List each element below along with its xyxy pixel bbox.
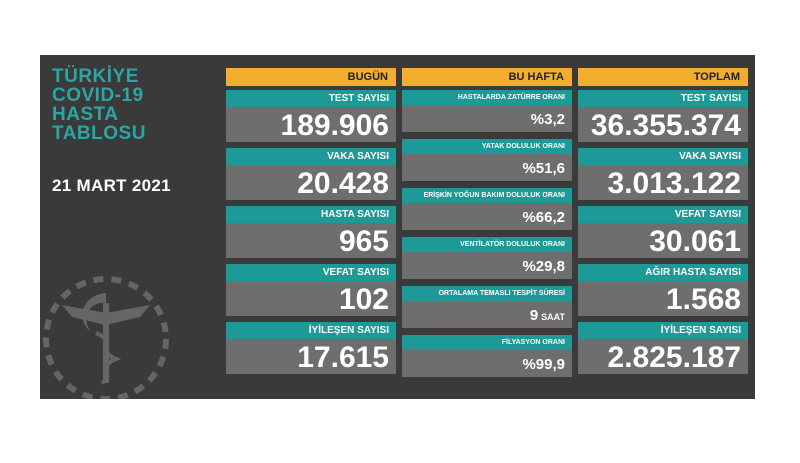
- week-filiation-card: FİLYASYON ORANI %99,9: [402, 335, 572, 377]
- total-death-card: VEFAT SAYISI 30.061: [578, 206, 748, 258]
- card-value: 189.906: [226, 107, 396, 142]
- card-label: TEST SAYISI: [226, 90, 396, 107]
- card-label: İYİLEŞEN SAYISI: [226, 322, 396, 339]
- card-label: VAKA SAYISI: [226, 148, 396, 165]
- card-value-number: 9: [529, 307, 539, 324]
- card-value: %3,2: [402, 105, 572, 132]
- card-label: ORTALAMA TEMASLI TESPİT SÜRESİ: [402, 286, 572, 301]
- title-line: TABLOSU: [52, 123, 146, 144]
- card-value: 2.825.187: [578, 339, 748, 374]
- column-header-week: BU HAFTA: [402, 68, 572, 86]
- health-ministry-emblem-icon: [43, 276, 169, 399]
- card-value: 9 SAAT: [402, 301, 572, 328]
- total-recovered-card: İYİLEŞEN SAYISI 2.825.187: [578, 322, 748, 374]
- card-value-unit: SAAT: [541, 312, 565, 322]
- week-pneumonia-card: HASTALARDA ZATÜRRE ORANI %3,2: [402, 90, 572, 132]
- week-ventilator-card: VENTİLATÖR DOLULUK ORANI %29,8: [402, 237, 572, 279]
- today-death-card: VEFAT SAYISI 102: [226, 264, 396, 316]
- card-label: ERİŞKİN YOĞUN BAKIM DOLULUK ORANI: [402, 188, 572, 203]
- page-title: TÜRKİYE COVID-19 HASTA TABLOSU: [52, 67, 146, 143]
- title-line: TÜRKİYE: [52, 66, 139, 87]
- card-value: %51,6: [402, 154, 572, 181]
- card-label: İYİLEŞEN SAYISI: [578, 322, 748, 339]
- today-recovered-card: İYİLEŞEN SAYISI 17.615: [226, 322, 396, 374]
- column-header-today: BUGÜN: [226, 68, 396, 86]
- card-value: 965: [226, 223, 396, 258]
- card-value: 1.568: [578, 281, 748, 316]
- total-case-card: VAKA SAYISI 3.013.122: [578, 148, 748, 200]
- card-label: VEFAT SAYISI: [226, 264, 396, 281]
- report-date: 21 MART 2021: [52, 176, 171, 195]
- week-contact-card: ORTALAMA TEMASLI TESPİT SÜRESİ 9 SAAT: [402, 286, 572, 328]
- column-header-total: TOPLAM: [578, 68, 748, 86]
- card-label: FİLYASYON ORANI: [402, 335, 572, 350]
- card-label: HASTA SAYISI: [226, 206, 396, 223]
- card-value: 30.061: [578, 223, 748, 258]
- today-case-card: VAKA SAYISI 20.428: [226, 148, 396, 200]
- week-bed-card: YATAK DOLULUK ORANI %51,6: [402, 139, 572, 181]
- card-value: 17.615: [226, 339, 396, 374]
- card-value: 3.013.122: [578, 165, 748, 200]
- total-critical-card: AĞIR HASTA SAYISI 1.568: [578, 264, 748, 316]
- card-label: YATAK DOLULUK ORANI: [402, 139, 572, 154]
- title-line: HASTA: [52, 104, 119, 125]
- card-label: AĞIR HASTA SAYISI: [578, 264, 748, 281]
- card-value: %29,8: [402, 252, 572, 279]
- card-value: 36.355.374: [578, 107, 748, 142]
- title-line: COVID-19: [52, 85, 144, 106]
- card-label: VENTİLATÖR DOLULUK ORANI: [402, 237, 572, 252]
- card-value: %99,9: [402, 350, 572, 377]
- card-label: TEST SAYISI: [578, 90, 748, 107]
- card-label: VAKA SAYISI: [578, 148, 748, 165]
- today-test-card: TEST SAYISI 189.906: [226, 90, 396, 142]
- card-value: 102: [226, 281, 396, 316]
- card-value: 20.428: [226, 165, 396, 200]
- week-icu-card: ERİŞKİN YOĞUN BAKIM DOLULUK ORANI %66,2: [402, 188, 572, 230]
- card-label: VEFAT SAYISI: [578, 206, 748, 223]
- card-label: HASTALARDA ZATÜRRE ORANI: [402, 90, 572, 105]
- card-value: %66,2: [402, 203, 572, 230]
- dashboard-panel: TÜRKİYE COVID-19 HASTA TABLOSU 21 MART 2…: [40, 55, 755, 399]
- today-patient-card: HASTA SAYISI 965: [226, 206, 396, 258]
- total-test-card: TEST SAYISI 36.355.374: [578, 90, 748, 142]
